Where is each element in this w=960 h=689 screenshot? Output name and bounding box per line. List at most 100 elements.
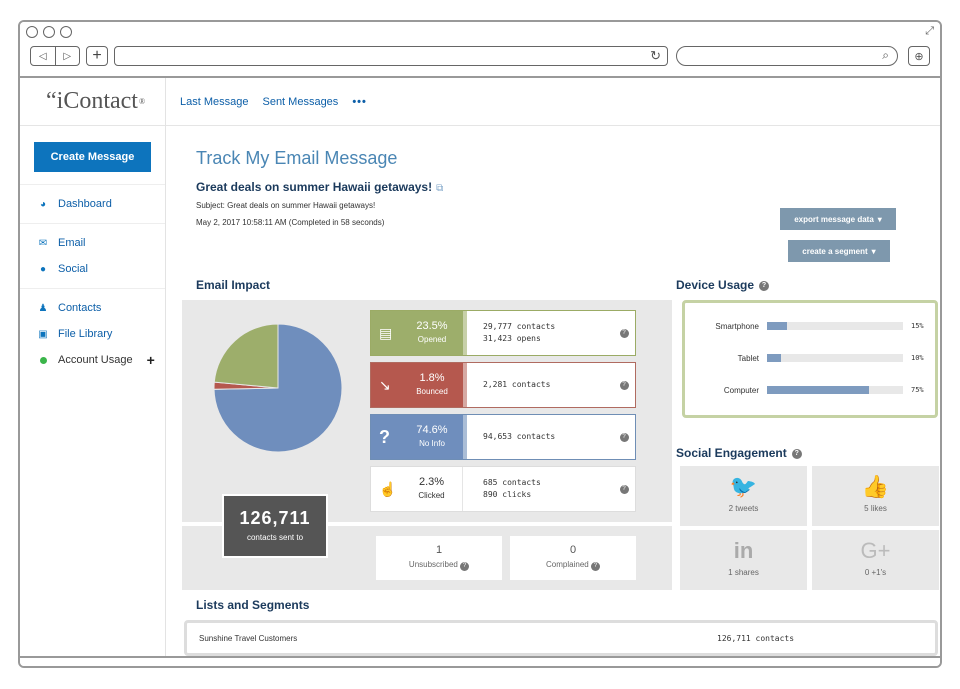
- help-icon[interactable]: ?: [590, 561, 600, 571]
- sidebar-group-main: ◕ Dashboard: [20, 184, 165, 223]
- stat-no-info[interactable]: ? 74.6% No Info 94,653 contacts ?: [370, 414, 636, 460]
- sidebar: “iContact ® Create Message ◕ Dashboard ✉ …: [20, 78, 166, 658]
- device-bar-fill: [767, 386, 869, 394]
- stat-bounced-contacts: 2,281 contacts: [483, 380, 551, 389]
- browser-search-field[interactable]: ⌕: [676, 46, 898, 66]
- sidebar-item-label: Contacts: [58, 302, 102, 314]
- minimize-window-button[interactable]: [43, 26, 55, 38]
- close-window-button[interactable]: [26, 26, 38, 38]
- unsubscribed-label: Unsubscribed: [408, 560, 458, 569]
- email-impact-pie-chart: [213, 323, 343, 453]
- more-menu-button[interactable]: •••: [352, 95, 367, 108]
- download-button[interactable]: ⊕: [908, 46, 930, 66]
- create-message-button[interactable]: Create Message: [34, 142, 151, 172]
- new-tab-button[interactable]: +: [86, 46, 108, 66]
- pie-slice-no-info: [213, 323, 343, 453]
- device-percent: 75%: [911, 386, 924, 394]
- device-usage-heading: Device Usage?: [676, 278, 770, 292]
- stat-bounced[interactable]: ↘ 1.8% Bounced 2,281 contacts ?: [370, 362, 636, 408]
- stat-opened-opens: 31,423 opens: [483, 334, 541, 343]
- social-engagement-grid: 🐦 2 tweets 👍 5 likes in 1 shares G+ 0 +1…: [680, 466, 940, 592]
- sidebar-item-label: Dashboard: [58, 198, 112, 210]
- export-label: export message data: [794, 214, 874, 224]
- chevron-down-icon: ▾: [871, 246, 876, 256]
- nav-sent-messages[interactable]: Sent Messages: [262, 95, 339, 108]
- help-icon[interactable]: ?: [619, 432, 629, 442]
- device-bar-track: [767, 386, 903, 394]
- chat-icon: ●: [39, 263, 47, 275]
- message-date: May 2, 2017 10:58:11 AM (Completed in 58…: [196, 218, 385, 227]
- stat-opened[interactable]: ▤ 23.5% Opened 29,777 contacts 31,423 open…: [370, 310, 636, 356]
- pointer-hand-icon: ☝: [379, 480, 397, 497]
- sidebar-item-label: Email: [58, 237, 86, 249]
- device-row-computer: Computer 75%: [685, 383, 935, 397]
- status-dot-icon: [36, 356, 50, 364]
- sidebar-item-dashboard[interactable]: ◕ Dashboard: [20, 191, 165, 217]
- help-icon[interactable]: ?: [619, 484, 629, 494]
- fullscreen-icon[interactable]: ⤢: [925, 25, 934, 37]
- icontact-logo[interactable]: “iContact ®: [20, 78, 165, 126]
- main-content: Track My Email Message Great deals on su…: [166, 126, 940, 656]
- email-impact-heading: Email Impact: [196, 278, 271, 292]
- device-percent: 10%: [911, 354, 924, 362]
- device-label: Smartphone: [715, 321, 759, 331]
- sidebar-item-label: Social: [58, 263, 88, 275]
- image-icon: ▣: [38, 328, 48, 340]
- unsubscribed-count: 1: [435, 544, 443, 556]
- contacts-sent-count: 126,711: [239, 508, 311, 528]
- back-button[interactable]: ◁: [31, 47, 56, 65]
- browser-toolbar: ⤢ ◁ ▷ + ↻ ⌕ ⊕: [20, 22, 940, 78]
- copy-icon[interactable]: ⧉: [436, 183, 444, 194]
- stat-bounced-badge: ↘ 1.8% Bounced: [371, 363, 463, 407]
- nav-last-message[interactable]: Last Message: [180, 95, 249, 108]
- stat-clicked-badge: ☝ 2.3% Clicked: [371, 467, 463, 511]
- stat-clicked[interactable]: ☝ 2.3% Clicked 685 contacts 890 clicks ?: [370, 466, 636, 512]
- expand-account-usage-button[interactable]: +: [146, 352, 155, 368]
- maximize-window-button[interactable]: [60, 26, 72, 38]
- sidebar-item-account-usage[interactable]: Account Usage +: [20, 347, 165, 373]
- sidebar-item-label: File Library: [58, 328, 113, 340]
- help-icon[interactable]: ?: [460, 561, 470, 571]
- device-usage-panel: Smartphone 15% Tablet 10% Computer 75%: [682, 300, 938, 418]
- social-cell-facebook: 👍 5 likes: [812, 466, 939, 526]
- contacts-sent-label: contacts sent to: [246, 533, 304, 542]
- create-segment-button[interactable]: create a segment ▾: [788, 240, 890, 262]
- social-cell-linkedin: in 1 shares: [680, 530, 807, 590]
- history-nav: ◁ ▷: [30, 46, 80, 66]
- sidebar-item-file-library[interactable]: ▣ File Library: [20, 321, 165, 347]
- device-bar-track: [767, 322, 903, 330]
- logo-mark: “: [46, 88, 57, 114]
- stat-bounced-percent: 1.8%: [419, 372, 445, 384]
- social-count: 2 tweets: [728, 504, 759, 513]
- top-navigation: Last Message Sent Messages •••: [166, 78, 940, 126]
- device-row-smartphone: Smartphone 15%: [685, 319, 935, 333]
- chevron-down-icon: ▾: [877, 214, 882, 224]
- device-bar-track: [767, 354, 903, 362]
- reload-icon[interactable]: ↻: [650, 48, 661, 63]
- google-plus-icon: G+: [860, 538, 891, 563]
- people-icon: ♟: [38, 302, 48, 314]
- help-icon[interactable]: ?: [619, 328, 629, 338]
- sidebar-item-contacts[interactable]: ♟ Contacts: [20, 295, 165, 321]
- sidebar-item-email[interactable]: ✉ Email: [20, 230, 165, 256]
- social-engagement-heading: Social Engagement?: [676, 446, 802, 460]
- sidebar-item-social[interactable]: ● Social: [20, 256, 165, 282]
- sidebar-item-label: Account Usage: [58, 354, 133, 366]
- pie-slice-opened: [213, 323, 279, 389]
- list-row[interactable]: Sunshine Travel Customers 126,711 contac…: [184, 620, 938, 656]
- complained-label: Complained: [546, 560, 589, 569]
- question-mark-icon: ?: [379, 426, 390, 447]
- stat-no-info-percent: 74.6%: [416, 424, 448, 436]
- help-icon[interactable]: ?: [791, 448, 802, 459]
- forward-button[interactable]: ▷: [63, 50, 72, 62]
- address-bar[interactable]: ↻: [114, 46, 668, 66]
- export-message-data-button[interactable]: export message data ▾: [780, 208, 896, 230]
- inbox-icon: ▤: [379, 324, 393, 341]
- complained-stat: 0 Complained ?: [510, 536, 636, 580]
- stat-bounced-label: Bounced: [416, 387, 448, 396]
- help-icon[interactable]: ?: [619, 380, 629, 390]
- help-icon[interactable]: ?: [759, 280, 770, 291]
- device-bar-fill: [767, 354, 781, 362]
- search-icon[interactable]: ⌕: [882, 48, 889, 62]
- browser-status-bar: [20, 656, 940, 666]
